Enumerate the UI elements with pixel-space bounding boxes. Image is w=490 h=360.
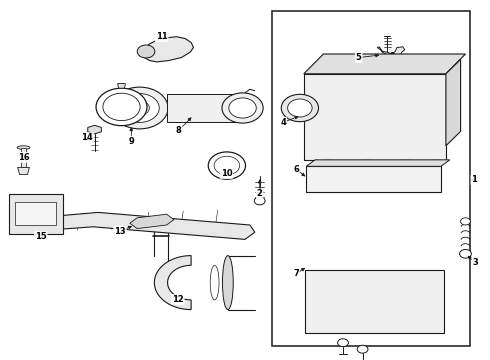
Polygon shape (377, 47, 405, 56)
Ellipse shape (222, 256, 233, 310)
Text: 16: 16 (18, 153, 29, 162)
Polygon shape (9, 194, 63, 234)
Polygon shape (304, 74, 446, 160)
Text: 12: 12 (172, 295, 184, 304)
Circle shape (208, 152, 245, 179)
Circle shape (288, 99, 312, 117)
Polygon shape (118, 84, 125, 88)
Text: 4: 4 (280, 118, 286, 127)
Text: 10: 10 (220, 169, 232, 178)
Ellipse shape (17, 146, 30, 149)
Polygon shape (18, 167, 29, 175)
Polygon shape (446, 59, 461, 146)
Circle shape (214, 156, 240, 175)
Circle shape (460, 249, 471, 258)
Circle shape (120, 94, 159, 122)
Circle shape (338, 339, 348, 347)
Text: 5: 5 (356, 53, 362, 62)
Circle shape (461, 218, 470, 225)
Text: 2: 2 (257, 189, 263, 198)
Text: 1: 1 (471, 175, 477, 184)
Circle shape (229, 98, 256, 118)
Polygon shape (306, 160, 450, 166)
Circle shape (96, 88, 147, 126)
Text: 7: 7 (293, 269, 299, 278)
Polygon shape (143, 37, 194, 62)
Polygon shape (402, 160, 412, 173)
Circle shape (103, 93, 140, 121)
Circle shape (254, 197, 265, 205)
Polygon shape (154, 256, 191, 310)
Polygon shape (323, 160, 333, 173)
Polygon shape (15, 212, 255, 239)
Polygon shape (167, 94, 240, 122)
Text: 11: 11 (156, 32, 168, 41)
Polygon shape (88, 125, 101, 134)
Circle shape (222, 93, 263, 123)
Circle shape (130, 101, 149, 115)
Circle shape (281, 94, 318, 122)
Text: 13: 13 (114, 227, 126, 236)
Text: 15: 15 (35, 232, 47, 241)
Bar (306, 166, 441, 192)
Polygon shape (130, 214, 174, 229)
Circle shape (111, 87, 168, 129)
Bar (272, 11, 470, 346)
Bar (21, 148, 26, 167)
Polygon shape (431, 160, 441, 173)
Circle shape (357, 345, 368, 353)
Text: 9: 9 (128, 136, 134, 145)
Circle shape (137, 45, 155, 58)
Text: 14: 14 (81, 133, 93, 142)
Text: 6: 6 (293, 165, 299, 174)
Polygon shape (363, 160, 372, 173)
Ellipse shape (210, 265, 219, 300)
Bar (15, 202, 56, 225)
Text: 8: 8 (176, 126, 182, 135)
Polygon shape (305, 270, 444, 333)
Text: 3: 3 (472, 258, 478, 267)
Polygon shape (304, 54, 466, 74)
